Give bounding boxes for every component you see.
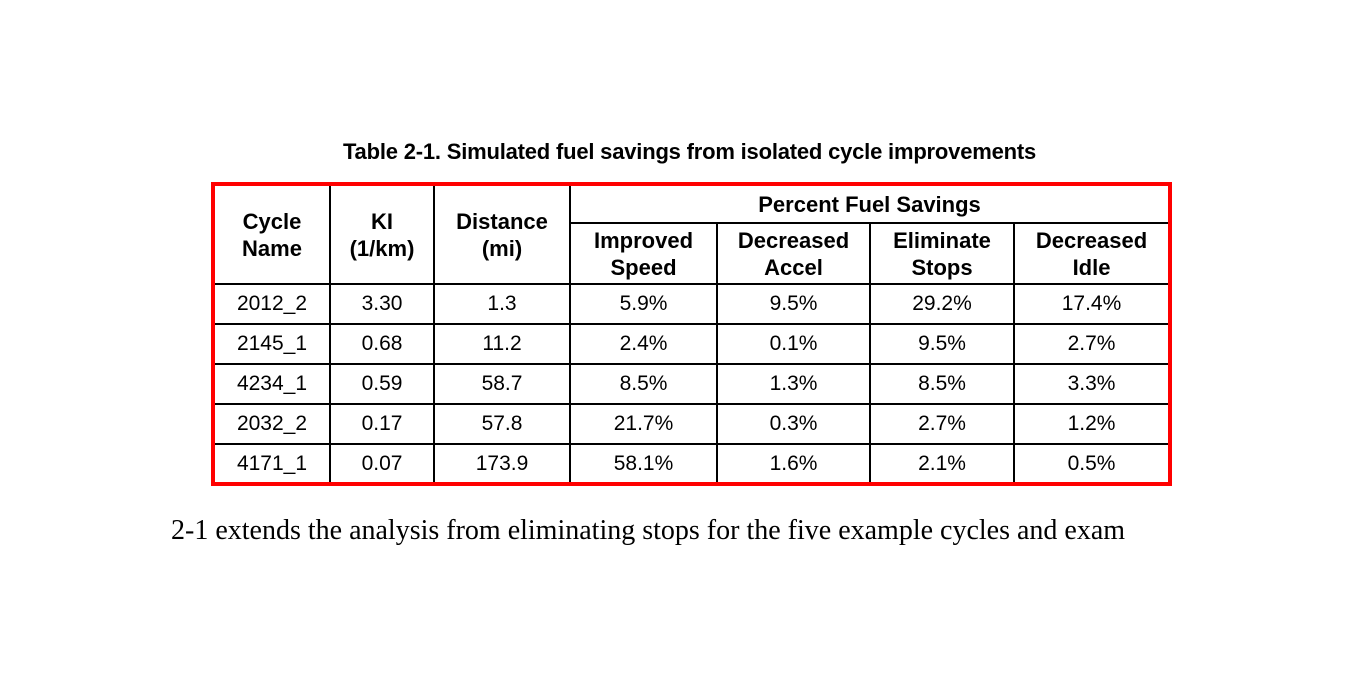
cell-distance: 173.9 [433, 443, 571, 485]
header-row-group: Cycle Name KI (1/km) Distance (mi) Perce… [212, 183, 1172, 285]
cell-eliminate-stops: 9.5% [869, 323, 1015, 365]
header-cell-decreased-accel: Decreased Accel [716, 222, 871, 285]
fuel-savings-table: Cycle Name KI (1/km) Distance (mi) Perce… [211, 182, 1173, 486]
table-row: 2012_2 3.30 1.3 5.9% 9.5% 29.2% 17.4% [212, 283, 1172, 325]
header-cell-decreased-idle: Decreased Idle [1012, 222, 1172, 285]
cell-cycle-name: 4171_1 [212, 443, 331, 485]
cell-ki: 0.17 [329, 403, 435, 445]
cell-decreased-accel: 0.3% [716, 403, 871, 445]
cell-eliminate-stops: 29.2% [869, 283, 1015, 325]
table-row: 2032_2 0.17 57.8 21.7% 0.3% 2.7% 1.2% [212, 403, 1172, 445]
cell-distance: 1.3 [433, 283, 571, 325]
cell-cycle-name: 2012_2 [212, 283, 331, 325]
cell-distance: 58.7 [433, 363, 571, 405]
cell-decreased-accel: 1.6% [716, 443, 871, 485]
cell-cycle-name: 2145_1 [212, 323, 331, 365]
body-text: 2-1 extends the analysis from eliminatin… [171, 515, 1126, 546]
header-cell-cycle-name: Cycle Name [212, 183, 331, 285]
cell-decreased-idle: 0.5% [1012, 443, 1172, 485]
cell-improved-speed: 8.5% [569, 363, 718, 405]
cell-improved-speed: 21.7% [569, 403, 718, 445]
table-row: 2145_1 0.68 11.2 2.4% 0.1% 9.5% 2.7% [212, 323, 1172, 365]
cell-ki: 0.59 [329, 363, 435, 405]
cell-improved-speed: 5.9% [569, 283, 718, 325]
cell-eliminate-stops: 2.7% [869, 403, 1015, 445]
header-cell-improved-speed: Improved Speed [569, 222, 718, 285]
cell-distance: 11.2 [433, 323, 571, 365]
cell-decreased-accel: 0.1% [716, 323, 871, 365]
header-cell-percent-fuel-savings: Percent Fuel Savings [568, 183, 1172, 224]
cell-ki: 0.07 [329, 443, 435, 485]
cell-eliminate-stops: 2.1% [869, 443, 1015, 485]
header-cell-ki: KI (1/km) [329, 183, 435, 285]
cell-decreased-accel: 9.5% [716, 283, 871, 325]
cell-cycle-name: 2032_2 [212, 403, 331, 445]
header-cell-distance: Distance (mi) [433, 183, 571, 285]
cell-decreased-idle: 1.2% [1012, 403, 1172, 445]
cell-ki: 3.30 [329, 283, 435, 325]
cell-distance: 57.8 [433, 403, 571, 445]
table-row: 4171_1 0.07 173.9 58.1% 1.6% 2.1% 0.5% [212, 443, 1172, 485]
table-row: 4234_1 0.59 58.7 8.5% 1.3% 8.5% 3.3% [212, 363, 1172, 405]
cell-decreased-idle: 3.3% [1012, 363, 1172, 405]
cell-ki: 0.68 [329, 323, 435, 365]
cell-decreased-idle: 2.7% [1012, 323, 1172, 365]
cell-eliminate-stops: 8.5% [869, 363, 1015, 405]
table-caption: Table 2-1. Simulated fuel savings from i… [342, 139, 1037, 164]
cell-decreased-idle: 17.4% [1012, 283, 1172, 325]
header-cell-eliminate-stops: Eliminate Stops [869, 222, 1015, 285]
cell-improved-speed: 2.4% [569, 323, 718, 365]
header-row-sub: Improved Speed Decreased Accel Eliminate… [213, 222, 1172, 285]
cell-cycle-name: 4234_1 [212, 363, 331, 405]
cell-decreased-accel: 1.3% [716, 363, 871, 405]
cell-improved-speed: 58.1% [569, 443, 718, 485]
